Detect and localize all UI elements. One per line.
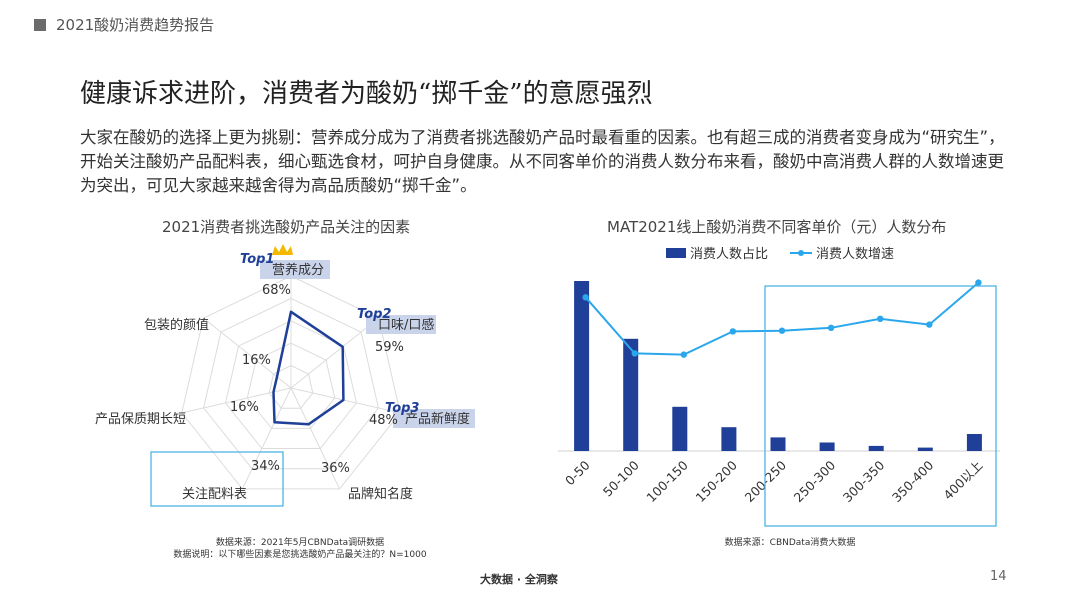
top-rank-label: Top1: [240, 252, 274, 267]
radar-grid-ring: [246, 342, 336, 429]
bar-mark: [868, 445, 884, 451]
x-tick-label: 300-350: [840, 457, 888, 505]
highlight-box-high-price: [764, 285, 997, 527]
radar-axis-line: [241, 387, 292, 490]
radar-value-label: 16%: [242, 353, 271, 368]
radar-value-label: 59%: [375, 340, 404, 355]
growth-point: [827, 324, 835, 331]
radar-chart-title: 2021消费者挑选酸奶产品关注的因素: [162, 218, 411, 236]
bar-source-line: 数据来源：CBNData消费大数据: [724, 538, 856, 548]
x-tick-label: 150-200: [692, 457, 740, 505]
growth-line: [584, 281, 980, 356]
radar-category-label: 包装的颜值: [144, 317, 209, 333]
bar-mark: [966, 434, 982, 451]
header-square-icon: [34, 18, 46, 31]
x-tick-label: 100-150: [643, 457, 691, 505]
page-number: 14: [990, 569, 1007, 584]
bar-chart-title: MAT2021线上酸奶消费不同客单价（元）人数分布: [607, 218, 947, 236]
radar-value-label: 16%: [230, 400, 259, 415]
legend-bar-label: 消费人数占比: [690, 247, 768, 262]
radar-grid-ring: [224, 320, 358, 449]
top-factor-tag-bg: [260, 260, 330, 279]
highlight-box-ingredients: [150, 451, 284, 507]
body-paragraph: 大家在酸奶的选择上更为挑剔：营养成分成为了消费者挑选酸奶产品时最看重的因素。也有…: [80, 128, 1005, 195]
bar-mark: [574, 281, 590, 451]
growth-point: [680, 351, 687, 358]
report-header: 2021酸奶消费趋势报告: [34, 14, 214, 35]
page-title: 健康诉求进阶，消费者为酸奶“掷千金”的意愿强烈: [80, 79, 653, 109]
radar-value-label: 36%: [321, 461, 350, 476]
radar-axis-line: [290, 387, 341, 490]
growth-point: [926, 321, 933, 328]
growth-point: [778, 327, 786, 334]
x-tick-label: 0-50: [562, 457, 593, 488]
crown-icon: [272, 244, 293, 255]
legend-line-label: 消费人数增速: [816, 247, 894, 262]
bar-mark: [721, 427, 737, 451]
radar-explain-line: 数据说明：以下哪些因素是您挑选酸奶产品最关注的？N=1000: [173, 550, 427, 560]
bar-chart-note: 数据来源：CBNData消费大数据: [660, 537, 920, 549]
growth-point: [877, 315, 884, 322]
x-tick-label: 250-300: [791, 457, 839, 505]
bar-mark: [623, 338, 639, 451]
x-tick-label: 350-400: [889, 457, 937, 505]
bar-mark: [770, 437, 786, 451]
bar-mark: [819, 442, 835, 451]
report-name: 2021酸奶消费趋势报告: [56, 16, 215, 34]
radar-axis-line: [290, 317, 379, 389]
radar-category-label: 关注配料表: [182, 487, 247, 502]
radar-category-label: 产品新鲜度: [405, 411, 470, 427]
x-tick-label: 50-100: [600, 457, 642, 499]
top-rank-label: Top3: [385, 401, 419, 416]
footer-brand: 大数据 · 全洞察: [480, 573, 558, 586]
radar-category-label: 品牌知名度: [348, 486, 413, 502]
legend-line-marker: [798, 250, 804, 256]
radar-source-line: 数据来源：2021年5月CBNData调研数据: [215, 538, 385, 548]
legend-bar-swatch: [666, 248, 686, 258]
bar-mark: [672, 406, 688, 451]
radar-grid-ring: [203, 297, 379, 470]
top-rank-label: Top2: [357, 307, 391, 322]
radar-grid-ring: [268, 365, 314, 409]
top-factor-tag-bg: [393, 409, 475, 428]
growth-point: [582, 294, 589, 301]
radar-chart-note: 数据来源：2021年5月CBNData调研数据 数据说明：以下哪些因素是您挑选酸…: [150, 537, 450, 561]
growth-point: [975, 279, 982, 286]
radar-category-label: 营养成分: [272, 262, 324, 278]
bar-mark: [917, 447, 933, 451]
radar-value-label: 34%: [251, 459, 280, 474]
growth-point: [729, 328, 737, 335]
x-tick-label: 400以上: [940, 458, 985, 503]
radar-value-label: 68%: [262, 283, 291, 298]
radar-value-label: 48%: [369, 413, 398, 428]
radar-series-outline: [272, 310, 345, 426]
growth-point: [631, 350, 638, 357]
radar-axis-line: [290, 387, 401, 414]
radar-category-label: 口味/口感: [378, 317, 434, 333]
radar-category-label: 产品保质期长短: [95, 412, 186, 427]
top-factor-tag-bg: [366, 315, 436, 334]
